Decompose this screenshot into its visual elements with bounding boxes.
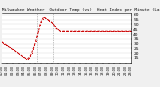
Text: Milwaukee Weather  Outdoor Temp (vs)  Heat Index per Minute (Last 24 Hours): Milwaukee Weather Outdoor Temp (vs) Heat…	[2, 8, 160, 12]
